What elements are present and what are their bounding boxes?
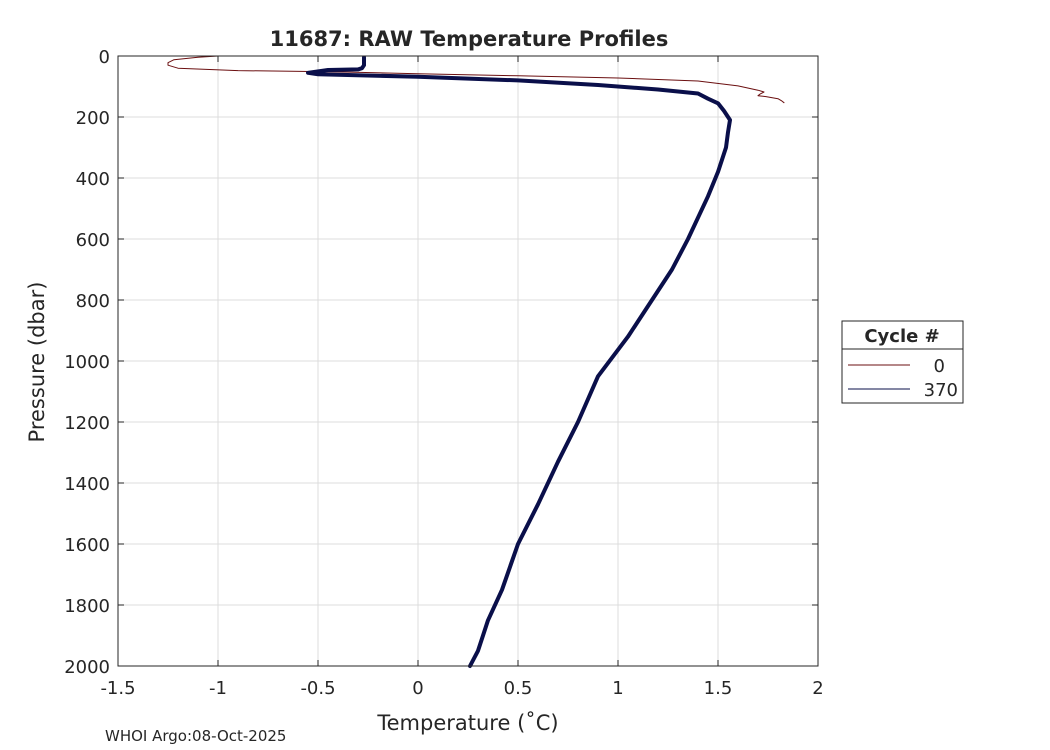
chart-title: 11687: RAW Temperature Profiles: [270, 27, 669, 51]
legend-title: Cycle #: [864, 326, 939, 347]
y-tick-label: 1600: [64, 535, 110, 556]
x-tick-label: 1: [612, 678, 623, 699]
x-tick-label: -0.5: [300, 678, 335, 699]
grid-lines: [117, 55, 819, 667]
x-tick-label: 0: [412, 678, 423, 699]
y-tick-label: 1400: [64, 474, 110, 495]
legend: Cycle # 0 370: [841, 320, 964, 404]
y-tick-label: 1800: [64, 596, 110, 617]
y-axis-label: Pressure (dbar): [25, 282, 49, 443]
y-tick-label: 1000: [64, 352, 110, 373]
y-tick-label: 800: [76, 291, 110, 312]
y-tick-label: 1200: [64, 413, 110, 434]
y-tick-label: 400: [76, 169, 110, 190]
y-tick-label: 200: [76, 108, 110, 129]
x-tick-label: -1: [209, 678, 227, 699]
profile-series: [167, 55, 785, 668]
axis-ticks: -1.5 -1 -0.5 0 0.5 1 1.5 2 0 200 400 600 800 1000 1200…: [64, 47, 824, 699]
y-tick-label: 0: [99, 47, 110, 68]
x-tick-label: -1.5: [100, 678, 135, 699]
x-tick-label: 2: [812, 678, 823, 699]
y-tick-label: 600: [76, 230, 110, 251]
x-tick-label: 0.5: [504, 678, 533, 699]
footer-watermark: WHOI Argo:08-Oct-2025: [105, 727, 286, 745]
legend-label-cycle-0: 0: [934, 356, 945, 377]
series-line-cycle-370: [306, 55, 732, 668]
y-tick-label: 2000: [64, 657, 110, 678]
legend-label-cycle-370: 370: [924, 380, 958, 401]
x-axis-label: Temperature (˚C): [376, 711, 558, 735]
series-line-cycle-0: [167, 55, 785, 104]
x-tick-label: 1.5: [704, 678, 733, 699]
